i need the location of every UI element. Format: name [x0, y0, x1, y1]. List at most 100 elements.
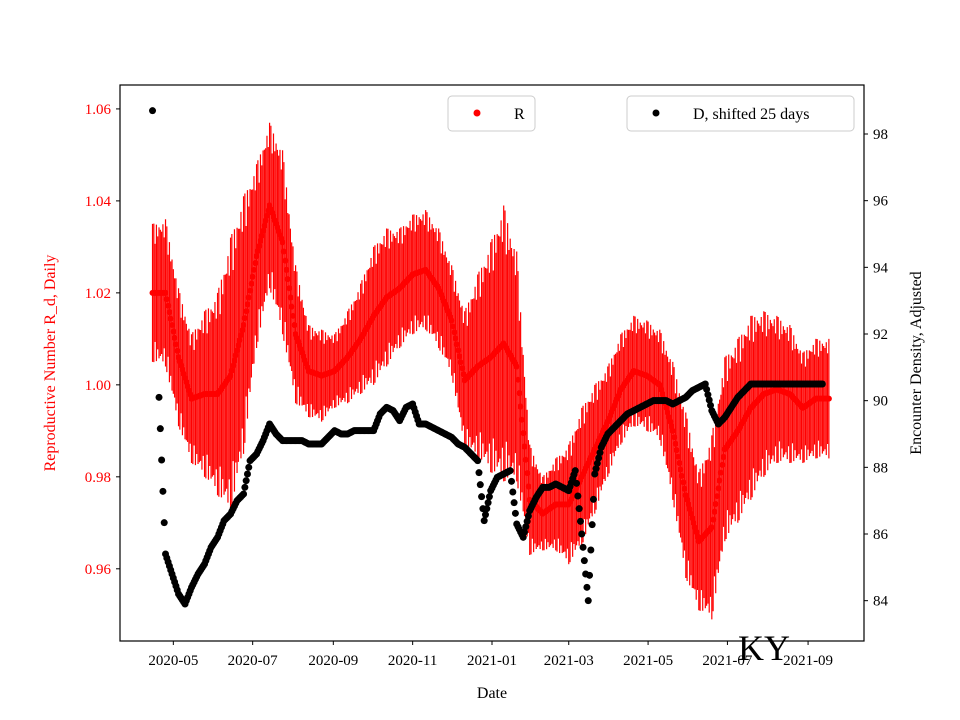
- r-point: [667, 418, 674, 425]
- right-tick-label: 98: [873, 127, 888, 143]
- r-point: [712, 500, 719, 507]
- d-point: [511, 509, 519, 517]
- d-point: [242, 477, 250, 485]
- d-point: [156, 425, 164, 433]
- r-point: [286, 285, 293, 292]
- right-tick-label: 94: [873, 260, 889, 276]
- r-point: [289, 312, 296, 319]
- r-point: [262, 217, 269, 224]
- right-axis-label: Encounter Density, Adjusted: [908, 271, 925, 454]
- r-point: [231, 357, 238, 364]
- x-tick-label: 2021-03: [544, 653, 594, 669]
- d-point: [573, 479, 581, 487]
- d-point: [474, 457, 482, 465]
- r-point: [517, 403, 524, 410]
- right-tick-label: 96: [873, 194, 889, 210]
- legend-d: D, shifted 25 days: [626, 95, 855, 132]
- d-point: [522, 523, 530, 531]
- r-point: [171, 334, 178, 341]
- r-point: [257, 237, 264, 244]
- left-tick-label: 0.98: [85, 470, 111, 486]
- d-point: [589, 495, 597, 503]
- r-point: [684, 496, 691, 503]
- d-point: [149, 107, 157, 115]
- r-point: [250, 266, 257, 273]
- r-point: [825, 395, 832, 402]
- r-point: [459, 365, 466, 372]
- d-point: [478, 493, 486, 501]
- r-point: [236, 337, 243, 344]
- r-point: [669, 427, 676, 434]
- left-tick-label: 1.02: [85, 286, 111, 302]
- d-point: [240, 490, 248, 498]
- d-point: [524, 512, 532, 520]
- d-point: [155, 393, 163, 401]
- right-tick-label: 90: [873, 394, 888, 410]
- state-annotation: KY: [738, 628, 790, 668]
- r-point: [254, 248, 261, 255]
- r-point: [240, 322, 247, 329]
- r-point: [282, 257, 289, 264]
- r-point: [283, 266, 290, 273]
- d-point: [519, 533, 527, 541]
- r-point: [248, 280, 255, 287]
- d-point: [818, 380, 826, 388]
- r-point: [656, 381, 663, 388]
- r-point: [716, 477, 723, 484]
- r-point: [711, 508, 718, 515]
- r-point: [686, 506, 693, 513]
- left-axis-ticks: 0.96 0.98 1.00 1.02 1.04 1.06: [85, 102, 120, 578]
- d-point: [521, 528, 529, 536]
- r-point: [685, 501, 692, 508]
- r-point: [525, 483, 532, 490]
- r-point: [658, 386, 665, 393]
- d-point: [575, 505, 583, 513]
- d-point: [475, 469, 483, 477]
- r-point: [680, 479, 687, 486]
- legend-r-box: [447, 95, 536, 132]
- d-point: [595, 454, 603, 462]
- r-point: [663, 404, 670, 411]
- r-point: [455, 347, 462, 354]
- left-axis-label: Reproductive Number R_d, Daily: [42, 255, 59, 472]
- r-point: [172, 341, 179, 348]
- d-point: [241, 483, 249, 491]
- r-point: [678, 472, 685, 479]
- r-point: [261, 222, 268, 229]
- d-point: [523, 517, 531, 525]
- d-point: [583, 583, 591, 591]
- x-tick-label: 2020-05: [148, 653, 198, 669]
- r-point: [715, 485, 722, 492]
- r-point: [717, 469, 724, 476]
- d-point: [506, 467, 514, 475]
- r-point: [448, 317, 455, 324]
- r-point: [515, 376, 522, 383]
- d-point: [703, 385, 711, 393]
- legend-r-label: R: [514, 106, 525, 123]
- r-point: [688, 510, 695, 517]
- d-point: [480, 517, 488, 525]
- r-point: [241, 315, 248, 322]
- r-point: [288, 303, 295, 310]
- r-point: [524, 470, 531, 477]
- x-axis-ticks: 2020-05 2020-07 2020-09 2020-11 2021-01 2021-…: [148, 641, 833, 669]
- r-point: [228, 367, 235, 374]
- r-point: [453, 341, 460, 348]
- d-point: [707, 401, 715, 409]
- r-point: [253, 253, 260, 260]
- r-point: [671, 434, 678, 441]
- x-tick-label: 2021-09: [783, 653, 833, 669]
- r-point: [690, 519, 697, 526]
- r-point: [456, 353, 463, 360]
- d-point: [243, 470, 251, 478]
- r-point: [676, 460, 683, 467]
- right-tick-label: 88: [873, 460, 888, 476]
- r-point: [673, 447, 680, 454]
- r-point: [708, 524, 715, 531]
- x-tick-label: 2020-07: [228, 653, 278, 669]
- r-point: [457, 359, 464, 366]
- d-point: [580, 557, 588, 565]
- r-point: [169, 322, 176, 329]
- right-axis-ticks: 84 86 88 90 92 94 96 98: [864, 127, 889, 610]
